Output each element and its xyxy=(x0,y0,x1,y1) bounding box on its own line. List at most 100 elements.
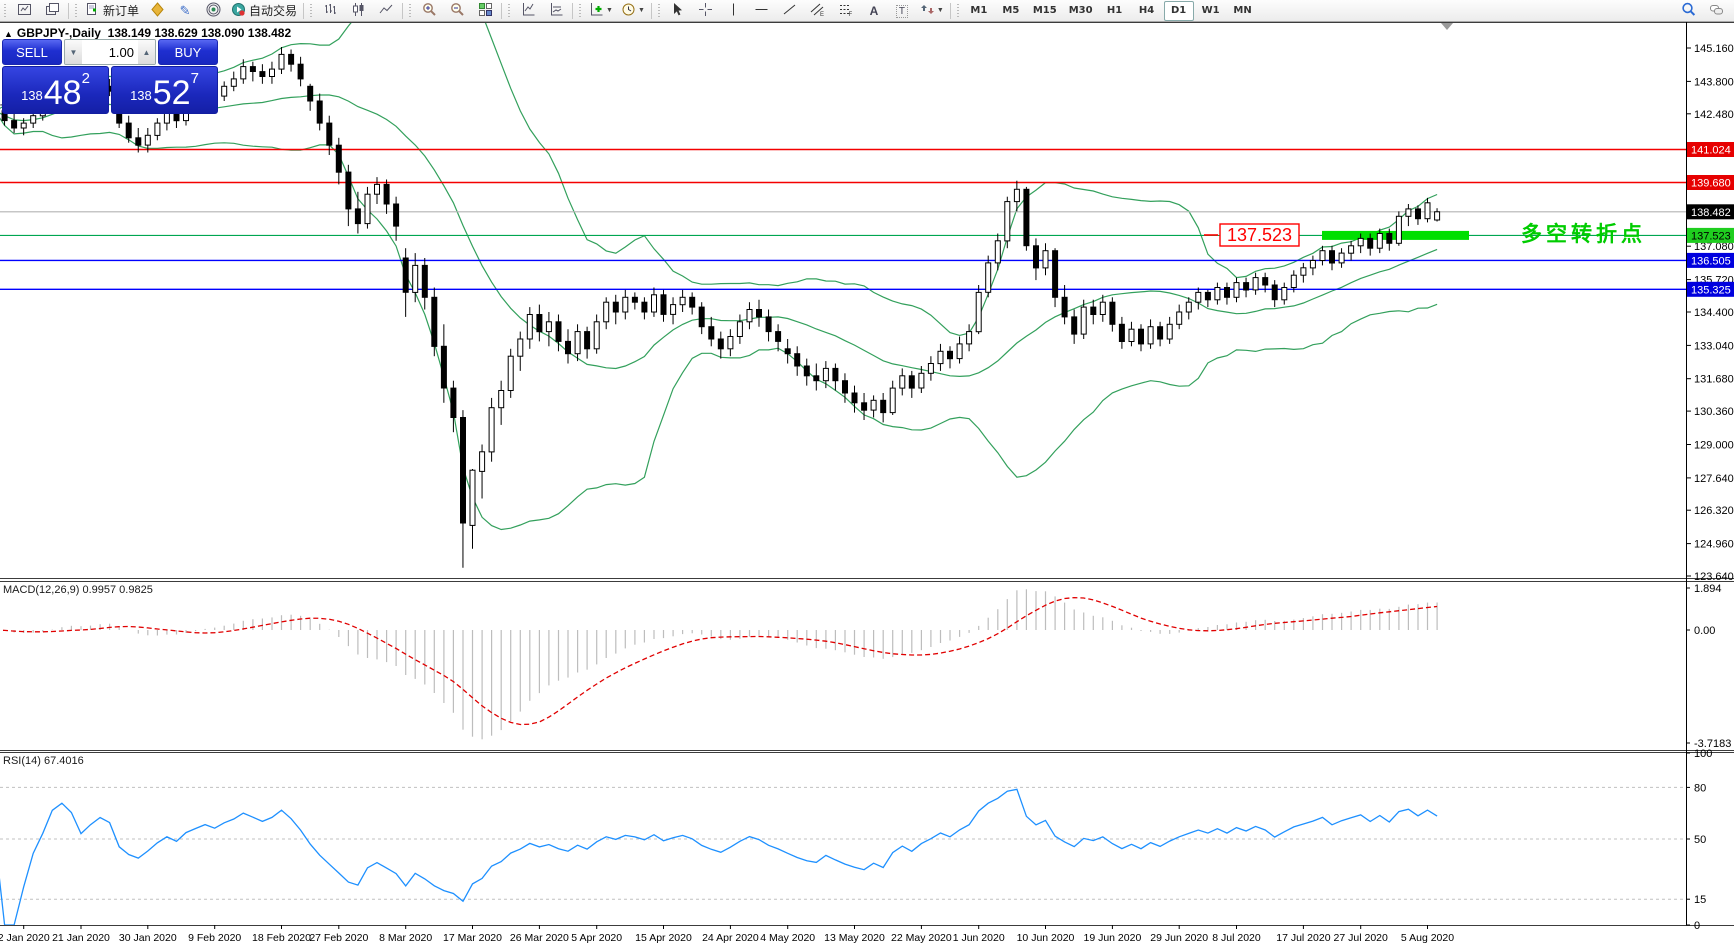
buy-button[interactable]: BUY xyxy=(158,39,218,65)
tile-windows-button[interactable] xyxy=(472,1,498,21)
add-indicator-button[interactable]: ▼ xyxy=(586,1,616,21)
price-axis[interactable]: 145.160143.800142.480137.080135.720134.4… xyxy=(1686,43,1734,583)
svg-text:123.640: 123.640 xyxy=(1694,571,1734,583)
quill-icon: ✎ xyxy=(179,2,191,18)
rsi-indicator-label: RSI(14) 67.4016 xyxy=(3,755,84,767)
volume-increase-button[interactable]: ▲ xyxy=(138,40,155,64)
signals-button[interactable] xyxy=(200,1,226,21)
candle-chart-button[interactable] xyxy=(345,1,371,21)
svg-text:17 Mar 2020: 17 Mar 2020 xyxy=(443,932,502,944)
chevron-down-icon: ▼ xyxy=(606,7,613,14)
crosshair-button[interactable] xyxy=(693,1,719,21)
toolbar-separator xyxy=(303,2,305,19)
timeframe-M30[interactable]: M30 xyxy=(1068,5,1093,16)
svg-text:129.000: 129.000 xyxy=(1694,440,1734,452)
symbol-period-label: GBPJPY-,Daily xyxy=(16,26,101,40)
new-order-icon xyxy=(85,2,100,20)
timeframe-M1[interactable]: M1 xyxy=(970,5,988,16)
price-callout-label[interactable]: 137.523 xyxy=(1204,223,1300,247)
svg-text:0: 0 xyxy=(1694,920,1700,932)
timeframe-H4[interactable]: H4 xyxy=(1138,5,1155,16)
rsi-level-lines xyxy=(0,786,1686,900)
channel-button[interactable]: E xyxy=(805,1,831,21)
svg-text:136.505: 136.505 xyxy=(1691,255,1731,267)
vertical-line-icon xyxy=(726,2,741,20)
svg-text:F: F xyxy=(849,12,853,17)
svg-text:137.523: 137.523 xyxy=(1227,225,1292,245)
collapse-ohlc-icon[interactable]: ▲ xyxy=(4,29,13,39)
window-profile-button[interactable] xyxy=(39,1,65,21)
date-axis[interactable]: 2 Jan 2020 21 Jan 2020 30 Jan 2020 9 Feb 20… xyxy=(0,925,1454,944)
timeframe-D1[interactable]: D1 xyxy=(1163,0,1194,21)
new-order-button[interactable]: 新订单 xyxy=(82,1,142,21)
quill-button[interactable]: ✎ xyxy=(172,1,198,21)
chat-button[interactable] xyxy=(1703,1,1729,21)
svg-text:138.482: 138.482 xyxy=(1691,207,1731,219)
line-chart-button[interactable] xyxy=(373,1,399,21)
svg-text:80: 80 xyxy=(1694,782,1706,794)
sell-button[interactable]: SELL xyxy=(2,39,62,65)
timeframe-W1[interactable]: W1 xyxy=(1201,5,1220,16)
metaeditor-button[interactable] xyxy=(144,1,170,21)
search-button[interactable] xyxy=(1675,1,1701,21)
candle-chart-icon xyxy=(351,2,366,20)
toolbar-separator xyxy=(949,2,951,19)
svg-text:19 Jun 2020: 19 Jun 2020 xyxy=(1083,932,1141,944)
sell-price-panel[interactable]: 138 48 2 xyxy=(2,66,109,114)
timeframe-M5[interactable]: M5 xyxy=(1002,5,1020,16)
svg-text:127.640: 127.640 xyxy=(1694,473,1734,485)
toolbar-grip xyxy=(578,3,584,18)
svg-text:5 Aug 2020: 5 Aug 2020 xyxy=(1401,932,1454,944)
timeframe-H1[interactable]: H1 xyxy=(1106,5,1123,16)
pane-borders xyxy=(0,22,1734,926)
crosshair-icon xyxy=(698,2,713,20)
buy-price-panel[interactable]: 138 52 7 xyxy=(111,66,218,114)
svg-text:4 May 2020: 4 May 2020 xyxy=(760,932,815,944)
indicator-separate-button[interactable] xyxy=(543,1,569,21)
buy-price-big: 52 xyxy=(152,74,191,112)
pivot-note-text[interactable]: 多空转折点 xyxy=(1521,222,1646,246)
indicator-window-icon xyxy=(521,2,536,20)
svg-text:-3.7183: -3.7183 xyxy=(1694,738,1731,750)
macd-axis[interactable]: 1.894 0.00 -3.7183 xyxy=(1686,583,1731,750)
zoom-out-button[interactable] xyxy=(444,1,470,21)
trend-line-button[interactable] xyxy=(777,1,803,21)
zoom-in-button[interactable] xyxy=(416,1,442,21)
chevron-down-icon: ▼ xyxy=(637,7,645,14)
cursor-button[interactable] xyxy=(665,1,691,21)
auto-trading-button[interactable]: 自动交易 xyxy=(228,1,300,21)
volume-input[interactable] xyxy=(82,40,138,64)
rsi-axis[interactable]: 100 80 50 15 0 xyxy=(1686,748,1712,932)
chart-shift-marker[interactable] xyxy=(1441,23,1453,30)
bar-chart-button[interactable] xyxy=(317,1,343,21)
svg-text:8 Mar 2020: 8 Mar 2020 xyxy=(379,932,432,944)
svg-text:142.480: 142.480 xyxy=(1694,109,1734,121)
horizontal-line-button[interactable] xyxy=(749,1,775,21)
svg-text:2 Jan 2020: 2 Jan 2020 xyxy=(0,932,50,944)
toolbar-grip xyxy=(408,3,414,18)
text-label-button[interactable]: T xyxy=(889,1,915,21)
bar-chart-icon xyxy=(323,2,338,20)
chart-window-button[interactable] xyxy=(11,1,37,21)
timeframe-M15[interactable]: M15 xyxy=(1032,5,1057,16)
arrows-icon xyxy=(920,2,935,20)
volume-decrease-button[interactable]: ▼ xyxy=(65,40,82,64)
arrows-button[interactable]: ▼ xyxy=(917,1,947,21)
toolbar-grip xyxy=(656,3,662,18)
indicator-window-button[interactable] xyxy=(515,1,541,21)
text-button[interactable]: A xyxy=(861,1,887,21)
candles-layer xyxy=(1,47,1441,568)
sell-price-prefix: 138 xyxy=(21,88,43,103)
periods-icon xyxy=(621,2,636,20)
svg-text:141.024: 141.024 xyxy=(1691,145,1731,157)
timeframe-MN[interactable]: MN xyxy=(1233,5,1252,16)
periods-button[interactable]: ▼ xyxy=(618,1,648,21)
svg-text:21 Jan 2020: 21 Jan 2020 xyxy=(52,932,110,944)
fibonacci-button[interactable]: F xyxy=(833,1,859,21)
pivot-trendline-segment[interactable] xyxy=(1322,230,1469,240)
vertical-line-button[interactable] xyxy=(721,1,747,21)
svg-text:0.00: 0.00 xyxy=(1694,625,1715,637)
